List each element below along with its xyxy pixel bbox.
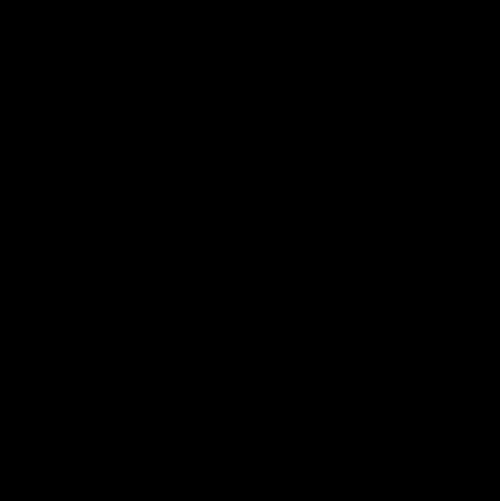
blank-canvas [0,0,500,501]
